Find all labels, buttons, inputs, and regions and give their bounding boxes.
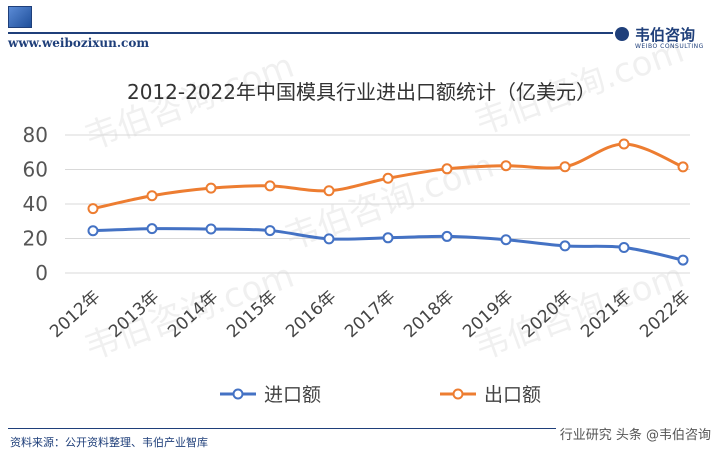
y-tick-label: 80 (23, 123, 48, 147)
watermark-text: 韦伯咨询.com (79, 46, 299, 159)
data-point-export (264, 180, 276, 192)
data-point-export (146, 190, 158, 202)
data-point-export (677, 161, 689, 173)
brand-subtitle: WEIBO CONSULTING (635, 43, 704, 50)
data-point-import (559, 240, 571, 252)
data-point-export (559, 161, 571, 173)
brand-logo: 韦伯咨询 WEIBO CONSULTING (615, 24, 715, 54)
data-point-import (264, 225, 276, 237)
data-point-import (205, 223, 217, 235)
data-point-import (382, 232, 394, 244)
data-point-export (382, 172, 394, 184)
brand-mark-icon (615, 27, 629, 41)
header-bar: www.weibozixun.com 韦伯咨询 WEIBO CONSULTING (0, 0, 723, 55)
legend-label: 进口额 (264, 384, 321, 406)
data-point-export (618, 138, 630, 150)
footer-watermark: 行业研究 头条 @韦伯咨询 (555, 424, 715, 443)
legend-marker (232, 388, 244, 400)
y-tick-label: 40 (23, 192, 48, 216)
data-point-export (441, 163, 453, 175)
data-point-export (500, 160, 512, 172)
data-point-import (87, 225, 99, 237)
data-point-export (205, 182, 217, 194)
data-point-export (323, 185, 335, 197)
brand-name: 韦伯咨询 (635, 26, 696, 44)
data-point-import (677, 254, 689, 266)
footer-divider (8, 428, 715, 429)
legend-marker (452, 388, 464, 400)
source-note: 资料来源：公开资料整理、韦伯产业智库 (10, 436, 208, 449)
legend-label: 出口额 (484, 384, 541, 406)
chart-title: 2012-2022年中国模具行业进出口额统计（亿美元） (126, 80, 596, 104)
y-tick-label: 20 (23, 227, 48, 251)
y-tick-label: 0 (35, 261, 48, 285)
header-divider (8, 32, 613, 34)
data-point-import (323, 233, 335, 245)
data-point-export (87, 203, 99, 215)
y-tick-label: 60 (23, 158, 48, 182)
data-point-import (146, 223, 158, 235)
data-point-import (500, 234, 512, 246)
watermark-text: 韦伯咨询.com (469, 31, 689, 144)
x-tick-label: 2017年 (341, 287, 399, 342)
x-tick-label: 2018年 (400, 287, 458, 342)
data-point-import (618, 241, 630, 253)
data-point-import (441, 230, 453, 242)
site-url: www.weibozixun.com (8, 36, 150, 50)
logo-icon (8, 6, 32, 28)
